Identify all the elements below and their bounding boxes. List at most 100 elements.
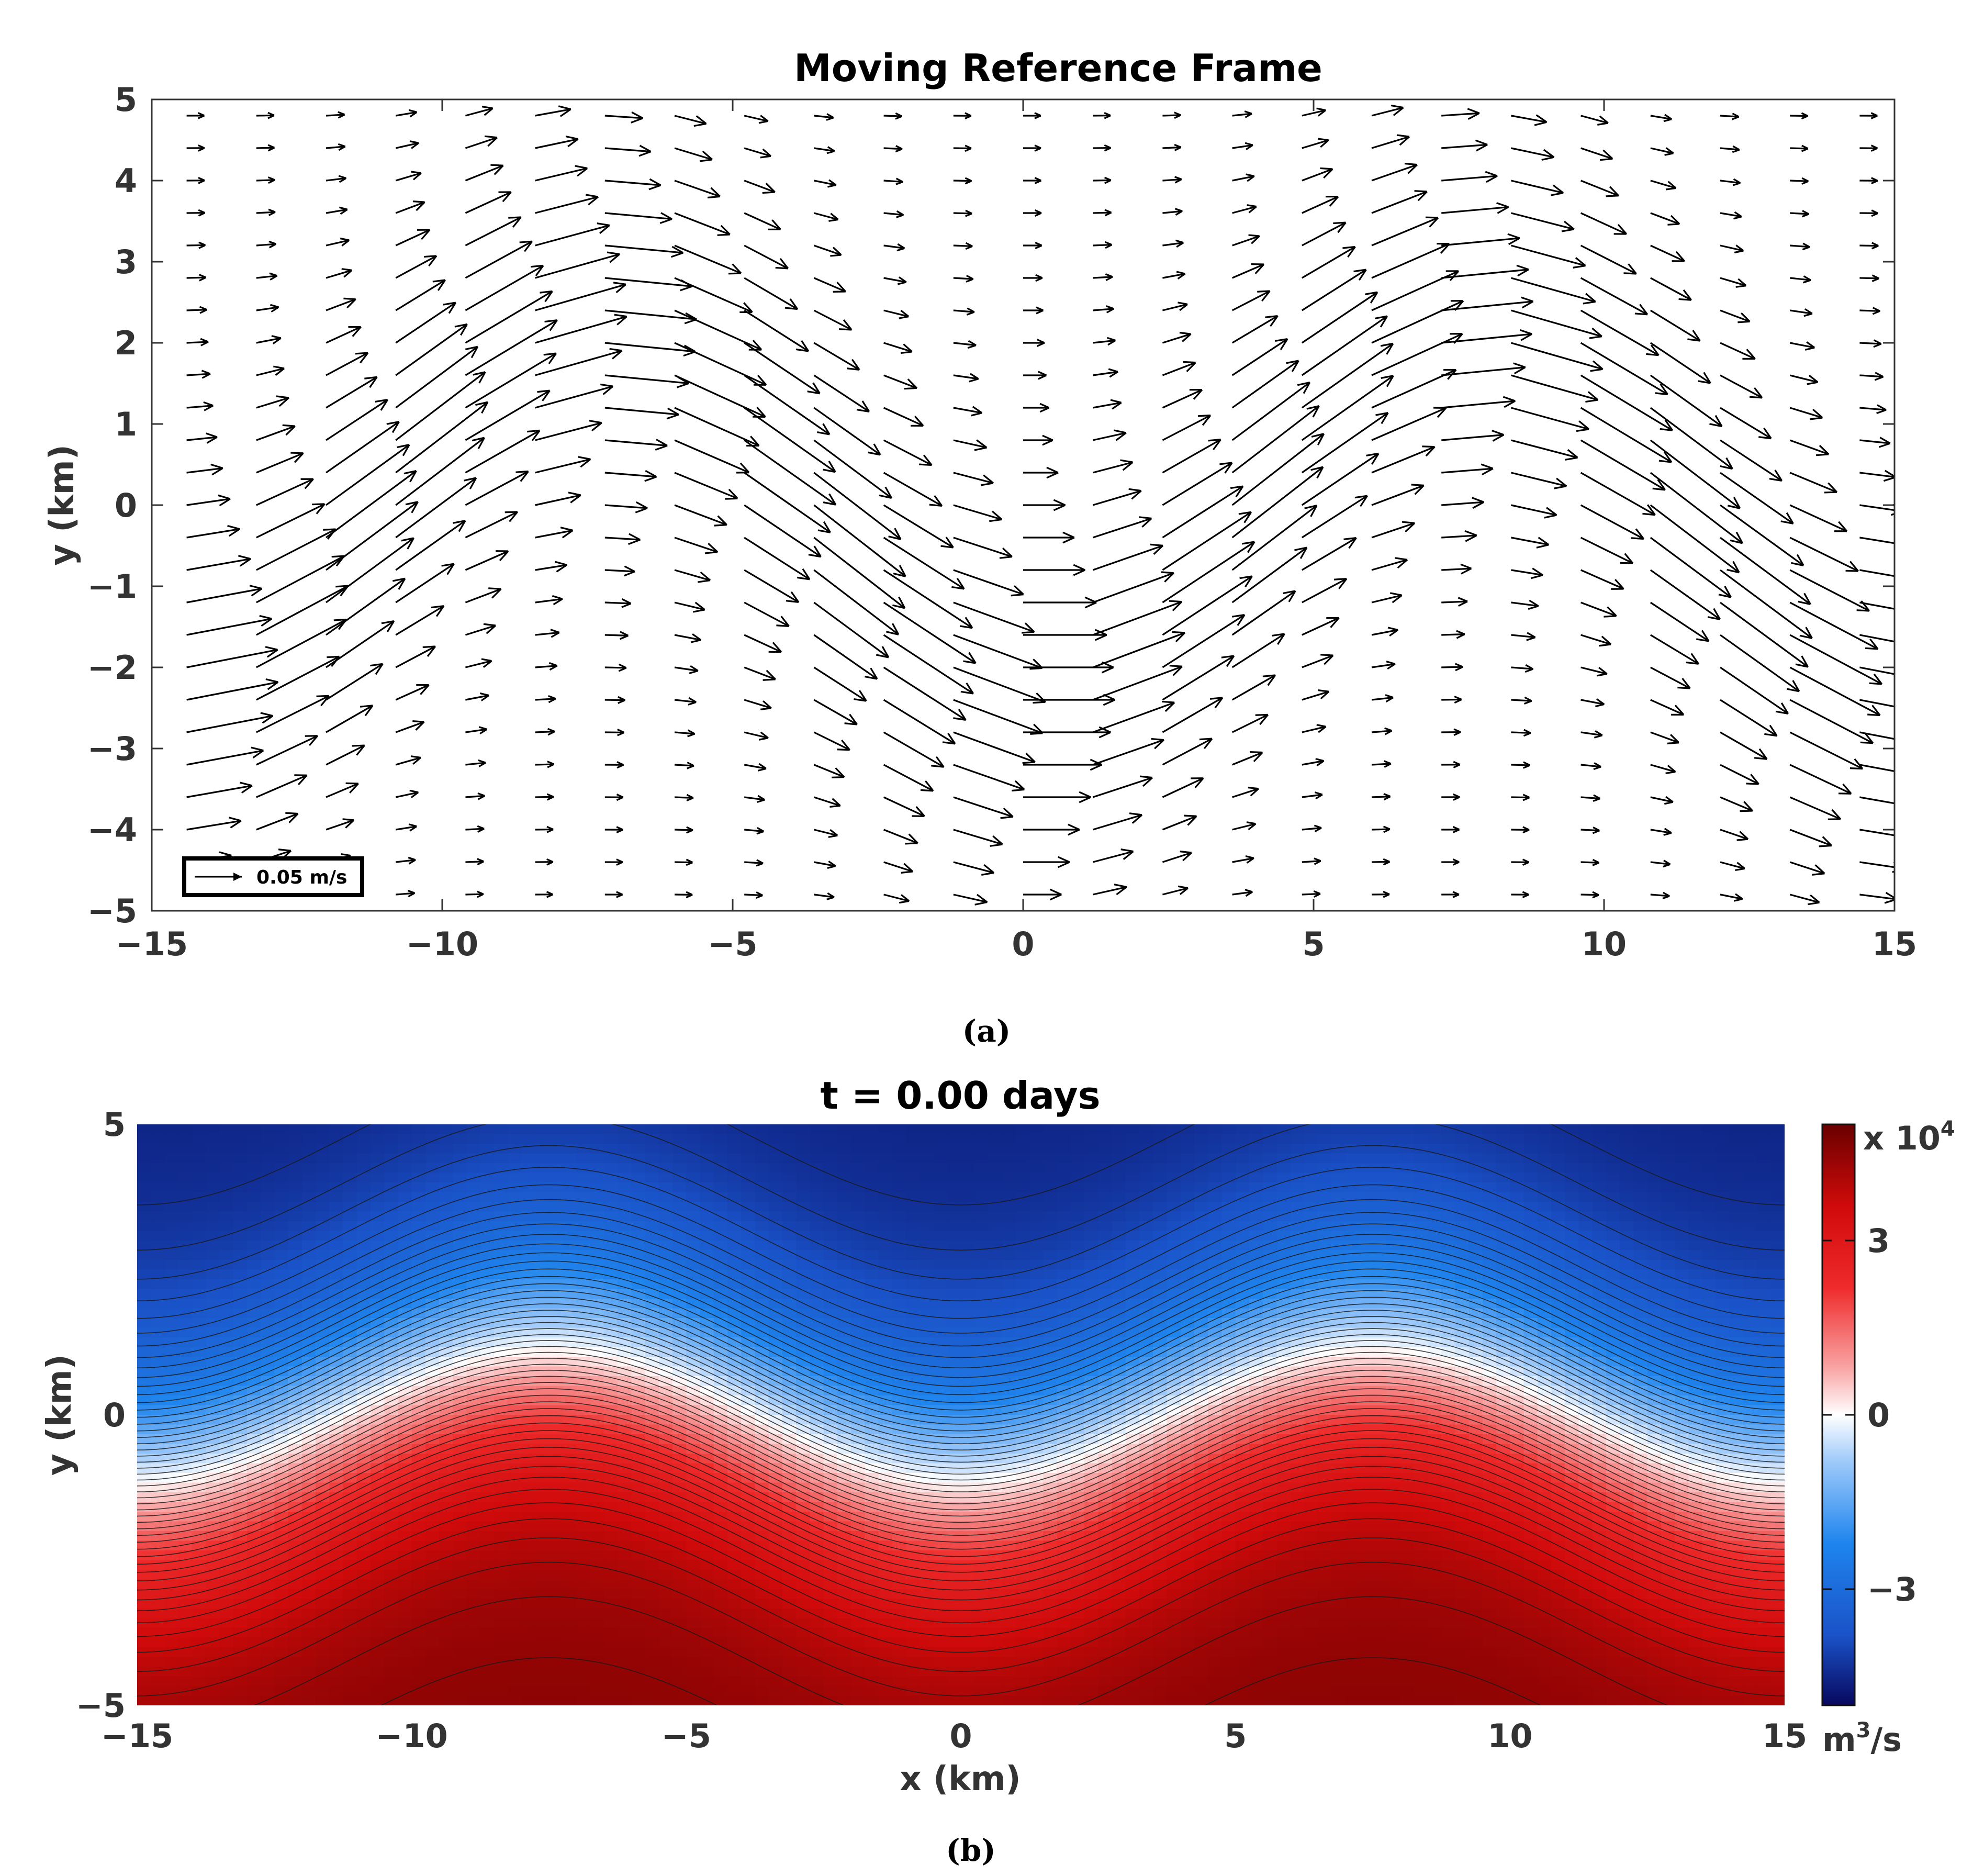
heatmap-cell <box>549 1667 564 1677</box>
heatmap-cell <box>878 1628 893 1638</box>
heatmap-cell <box>590 1667 604 1677</box>
heatmap-cell <box>151 1279 165 1290</box>
heatmap-cell <box>356 1676 371 1687</box>
heatmap-cell <box>645 1221 659 1232</box>
heatmap-cell <box>810 1202 824 1212</box>
panel-a-ylabel: y (km) <box>43 444 82 566</box>
heatmap-cell <box>356 1299 371 1309</box>
heatmap-cell <box>384 1386 399 1396</box>
heatmap-cell <box>631 1570 646 1580</box>
heatmap-cell <box>727 1134 742 1144</box>
heatmap-cell <box>535 1308 550 1319</box>
heatmap-cell <box>851 1599 866 1609</box>
heatmap-cell <box>274 1647 289 1658</box>
heatmap-cell <box>206 1318 220 1328</box>
heatmap-cell <box>343 1463 357 1473</box>
velocity-arrow <box>674 212 731 236</box>
velocity-arrow <box>1092 544 1163 571</box>
heatmap-cell <box>961 1182 976 1193</box>
heatmap-cell <box>329 1153 344 1164</box>
heatmap-cell <box>343 1279 357 1290</box>
velocity-arrowhead <box>546 891 554 898</box>
heatmap-cell <box>439 1667 454 1677</box>
heatmap-cell <box>137 1628 152 1638</box>
heatmap-cell <box>535 1192 550 1202</box>
heatmap-cell <box>837 1695 851 1705</box>
heatmap-cell <box>603 1667 618 1677</box>
heatmap-cell <box>316 1695 330 1705</box>
velocity-arrowhead <box>1646 344 1660 356</box>
heatmap-cell <box>851 1172 866 1183</box>
velocity-arrow <box>186 714 273 733</box>
heatmap-cell <box>494 1482 509 1493</box>
heatmap-cell <box>494 1182 509 1193</box>
heatmap-cell <box>906 1318 921 1328</box>
velocity-arrowhead <box>1106 305 1114 314</box>
velocity-arrowhead <box>600 383 614 395</box>
heatmap-cell <box>576 1163 591 1174</box>
velocity-arrowhead <box>1310 466 1324 479</box>
heatmap-cell <box>480 1269 495 1280</box>
velocity-arrow <box>1092 851 1134 863</box>
velocity-arrowhead <box>1878 437 1891 448</box>
velocity-arrowhead <box>1104 144 1112 152</box>
velocity-arrow <box>326 577 406 636</box>
heatmap-cell <box>178 1182 193 1193</box>
heatmap-cell <box>261 1454 275 1464</box>
heatmap-cell <box>521 1221 536 1232</box>
heatmap-cell <box>755 1686 769 1696</box>
velocity-arrow <box>1511 634 1535 639</box>
heatmap-cell <box>618 1144 632 1154</box>
heatmap-cell <box>356 1695 371 1705</box>
heatmap-cell <box>933 1289 948 1299</box>
heatmap-cell <box>343 1589 357 1600</box>
velocity-arrow <box>465 550 509 571</box>
heatmap-cell <box>892 1182 906 1193</box>
velocity-arrow <box>395 201 425 214</box>
velocity-arrow <box>813 309 852 331</box>
velocity-arrow <box>465 694 489 701</box>
heatmap-cell <box>480 1386 495 1396</box>
heatmap-cell <box>453 1618 467 1628</box>
velocity-arrow <box>326 177 346 182</box>
heatmap-cell <box>343 1676 357 1687</box>
heatmap-cell <box>878 1318 893 1328</box>
heatmap-cell <box>933 1337 948 1348</box>
velocity-arrow <box>1720 829 1748 840</box>
heatmap-cell <box>494 1308 509 1319</box>
heatmap-cell <box>796 1482 811 1493</box>
heatmap-cell <box>631 1163 646 1174</box>
velocity-arrowhead <box>728 263 742 275</box>
heatmap-cell <box>425 1667 440 1677</box>
heatmap-cell <box>178 1308 193 1319</box>
heatmap-cell <box>219 1676 234 1687</box>
heatmap-cell <box>796 1231 811 1241</box>
heatmap-cell <box>384 1269 399 1280</box>
velocity-arrowhead <box>1734 244 1744 254</box>
heatmap-cell <box>206 1269 220 1280</box>
velocity-arrow <box>1092 371 1118 376</box>
heatmap-cell <box>480 1589 495 1600</box>
heatmap-cell <box>933 1279 948 1290</box>
heatmap-cell <box>700 1395 714 1406</box>
heatmap-cell <box>192 1628 206 1638</box>
velocity-arrow <box>256 585 349 636</box>
heatmap-cell <box>768 1482 783 1493</box>
velocity-arrowhead <box>847 359 860 371</box>
velocity-arrowhead <box>1036 339 1045 347</box>
velocity-arrowhead <box>1519 329 1532 341</box>
heatmap-cell <box>796 1512 811 1522</box>
heatmap-cell <box>865 1609 879 1619</box>
heatmap-cell <box>178 1202 193 1212</box>
velocity-arrow <box>1650 861 1671 865</box>
heatmap-cell <box>316 1540 330 1551</box>
heatmap-cell <box>370 1260 385 1270</box>
heatmap-cell <box>329 1676 344 1687</box>
heatmap-cell <box>576 1686 591 1696</box>
heatmap-cell <box>151 1308 165 1319</box>
velocity-arrow <box>1511 212 1575 230</box>
velocity-arrowhead <box>1801 210 1810 218</box>
velocity-arrowhead <box>965 177 972 185</box>
heatmap-cell <box>494 1134 509 1144</box>
velocity-arrowhead <box>827 179 837 188</box>
